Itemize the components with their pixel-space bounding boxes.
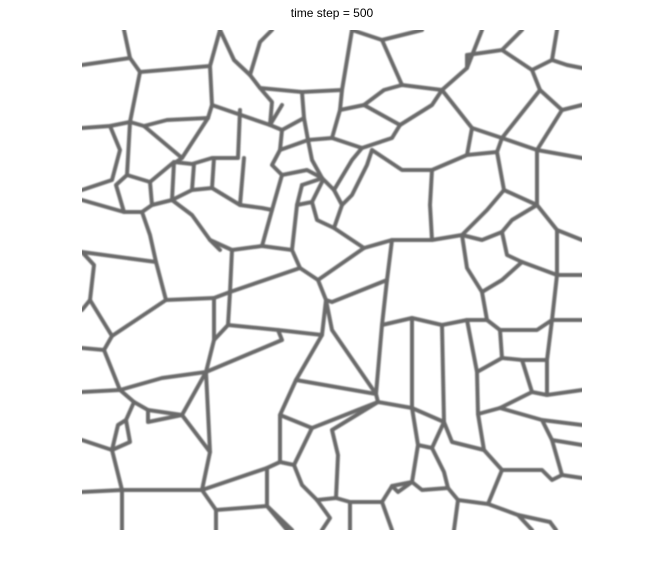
plot-title: time step = 500 — [290, 6, 374, 20]
grain-image — [82, 30, 582, 530]
grain-boundary-network — [82, 30, 582, 530]
